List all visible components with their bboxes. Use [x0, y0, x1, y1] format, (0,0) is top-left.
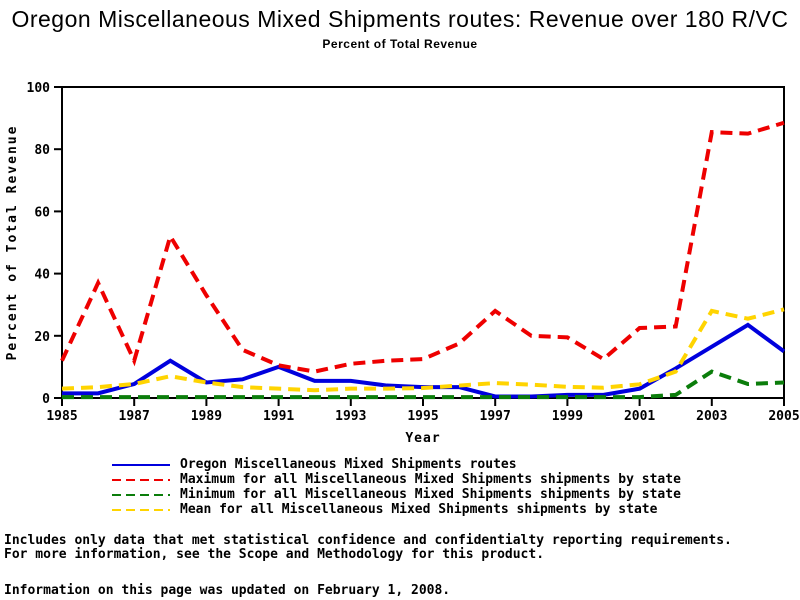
chart-subtitle: Percent of Total Revenue	[322, 37, 478, 51]
footnote-line-1: Includes only data that met statistical …	[4, 533, 732, 548]
legend-line-sample	[112, 463, 170, 466]
x-tick-label: 2003	[696, 409, 727, 424]
x-tick-label: 1987	[119, 409, 150, 424]
legend-item-label: Oregon Miscellaneous Mixed Shipments rou…	[180, 457, 517, 472]
legend-item-label: Maximum for all Miscellaneous Mixed Ship…	[180, 472, 681, 487]
footnote-line-2: For more information, see the Scope and …	[4, 547, 545, 562]
legend: Oregon Miscellaneous Mixed Shipments rou…	[112, 457, 681, 517]
x-tick-label: 1997	[480, 409, 511, 424]
legend-item-label: Minimum for all Miscellaneous Mixed Ship…	[180, 487, 681, 502]
y-tick-label: 60	[34, 205, 50, 220]
x-tick-label: 1999	[552, 409, 583, 424]
y-axis-title: Percent of Total Revenue	[5, 125, 20, 361]
x-tick-label: 1993	[335, 409, 366, 424]
x-tick-label: 1989	[191, 409, 222, 424]
y-tick-label: 80	[34, 143, 50, 158]
x-tick-label: 2001	[624, 409, 655, 424]
legend-item: Mean for all Miscellaneous Mixed Shipmen…	[112, 502, 681, 517]
chart-title: Oregon Miscellaneous Mixed Shipments rou…	[11, 6, 789, 32]
x-tick-label: 1995	[407, 409, 438, 424]
footnote-updated: Information on this page was updated on …	[4, 583, 451, 598]
legend-line-sample	[112, 508, 170, 511]
y-tick-label: 40	[34, 268, 50, 283]
legend-item: Minimum for all Miscellaneous Mixed Ship…	[112, 487, 681, 502]
series-line-2	[62, 369, 785, 400]
series-line-0	[62, 322, 786, 399]
y-tick-label: 20	[34, 330, 50, 345]
x-tick-label: 1991	[263, 409, 294, 424]
x-axis-title: Year	[405, 431, 440, 446]
y-tick-label: 100	[27, 81, 51, 96]
x-tick-label: 2005	[768, 409, 799, 424]
revenue-line-chart: 0 20 40 60 80 100 1985 1987 1989 1991 1993 1995 1997…	[5, 81, 800, 446]
legend-line-sample	[112, 478, 170, 481]
y-tick-label: 0	[42, 392, 50, 407]
legend-item: Maximum for all Miscellaneous Mixed Ship…	[112, 472, 681, 487]
x-tick-label: 1985	[46, 409, 77, 424]
legend-item-label: Mean for all Miscellaneous Mixed Shipmen…	[180, 502, 658, 517]
legend-line-sample	[112, 493, 170, 496]
series-line-1	[60, 120, 785, 374]
legend-item: Oregon Miscellaneous Mixed Shipments rou…	[112, 457, 681, 472]
series-line-3	[61, 307, 785, 393]
